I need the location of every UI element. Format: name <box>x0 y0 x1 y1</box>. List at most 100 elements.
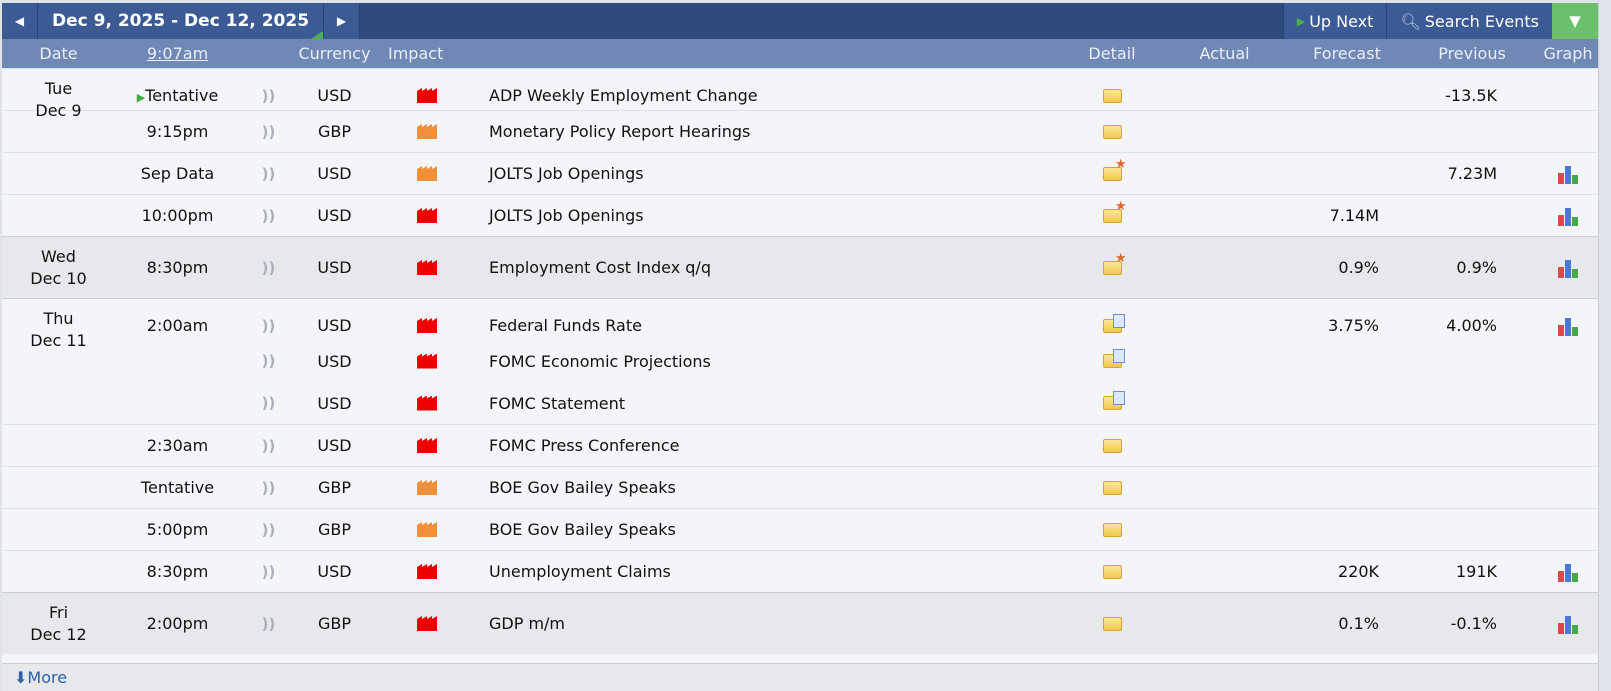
impact-high-icon[interactable] <box>372 88 482 103</box>
bar-chart-icon[interactable] <box>1537 164 1599 184</box>
sound-alert-icon[interactable]: )) <box>261 122 276 141</box>
prev-week-button[interactable]: ◀ <box>2 3 38 39</box>
day-name: Thu <box>43 309 74 328</box>
table-row[interactable]: 8:30pm)) USD Unemployment Claims 220K 191K <box>2 550 1598 592</box>
date-cell <box>2 509 115 550</box>
impact-high-icon[interactable] <box>372 318 482 333</box>
detail-folder-icon[interactable] <box>1062 616 1162 631</box>
detail-folder-icon[interactable] <box>1062 480 1162 495</box>
time-cell: 2:30am <box>115 436 240 455</box>
impact-medium-icon[interactable] <box>372 124 482 139</box>
event-title[interactable]: JOLTS Job Openings <box>489 164 644 183</box>
sound-alert-icon[interactable]: )) <box>261 614 276 633</box>
filter-button[interactable]: ▼ <box>1552 3 1598 39</box>
event-title[interactable]: FOMC Statement <box>489 393 626 413</box>
table-row[interactable]: Thu Dec 11 2:00am)) USD Federal Funds Rate 3.… <box>2 298 1599 350</box>
sound-alert-icon[interactable]: )) <box>261 394 276 412</box>
time: 8:30pm <box>146 562 209 581</box>
detail-folder-icon[interactable] <box>1062 124 1162 139</box>
impact-high-icon[interactable] <box>372 616 482 631</box>
impact-medium-icon[interactable] <box>372 480 482 495</box>
impact-high-icon[interactable] <box>372 353 482 369</box>
table-row[interactable]: 9:15pm)) GBP Monetary Policy Report Hearin… <box>2 110 1598 152</box>
graph-cell <box>1537 258 1599 278</box>
impact-high-icon[interactable] <box>372 208 482 223</box>
event-title[interactable]: FOMC Economic Projections <box>489 351 711 371</box>
triangle-left-icon: ◀ <box>14 14 25 28</box>
graph-cell <box>1537 164 1599 184</box>
sound-alert-icon[interactable]: )) <box>261 562 276 581</box>
sound-alert-icon[interactable]: )) <box>261 352 276 370</box>
event-title[interactable]: BOE Gov Bailey Speaks <box>489 478 676 497</box>
detail-folder-doc-icon[interactable] <box>1062 313 1162 333</box>
previous-value: -0.1% <box>1450 614 1497 633</box>
table-row[interactable]: Wed Dec 10 8:30pm)) USD Employment Cost Inde… <box>2 236 1598 298</box>
impact-high-icon[interactable] <box>372 395 482 411</box>
date-range[interactable]: Dec 9, 2025 - Dec 12, 2025 <box>38 3 325 39</box>
event-title[interactable]: GDP m/m <box>489 614 566 633</box>
up-next-button[interactable]: ▶ Up Next <box>1282 3 1387 39</box>
bar-chart-icon[interactable] <box>1537 562 1599 582</box>
sound-alert-icon[interactable]: )) <box>261 520 276 539</box>
table-row[interactable]: Sep Data)) USD JOLTS Job Openings 7.23M <box>2 152 1598 194</box>
detail-folder-star-icon[interactable] <box>1062 199 1162 223</box>
table-row[interactable]: Fri Dec 12 2:00pm)) GBP GDP m/m 0.1% -0.1% <box>2 592 1598 654</box>
day-date: Dec 11 <box>30 331 87 350</box>
event-title[interactable]: ADP Weekly Employment Change <box>489 86 758 105</box>
event-title[interactable]: FOMC Press Conference <box>489 436 680 455</box>
bar-chart-icon[interactable] <box>1537 316 1599 336</box>
detail-folder-icon[interactable] <box>1062 522 1162 537</box>
forecast-value: 0.9% <box>1338 258 1379 277</box>
time: Tentative <box>145 86 219 105</box>
impact-high-icon[interactable] <box>372 260 482 275</box>
sound-alert-icon[interactable]: )) <box>261 316 276 335</box>
next-week-button[interactable]: ▶ <box>324 3 361 39</box>
event-title[interactable]: Federal Funds Rate <box>489 316 642 335</box>
forecast-value: 220K <box>1337 562 1379 581</box>
sound-alert-icon[interactable]: )) <box>261 86 276 105</box>
currency: USD <box>317 86 352 105</box>
sound-alert-icon[interactable]: )) <box>261 164 276 183</box>
table-row[interactable]: 10:00pm)) USD JOLTS Job Openings 7.14M <box>2 194 1598 236</box>
bar-chart-icon[interactable] <box>1537 258 1599 278</box>
impact-medium-icon[interactable] <box>372 166 482 181</box>
detail-folder-doc-icon[interactable] <box>1062 391 1162 410</box>
time-cell: 2:00am <box>115 316 240 335</box>
impact-high-icon[interactable] <box>372 564 482 579</box>
table-row[interactable]: 2:30am)) USD FOMC Press Conference <box>2 424 1598 466</box>
sound-alert-icon[interactable]: )) <box>261 206 276 225</box>
impact-medium-icon[interactable] <box>372 522 482 537</box>
table-row[interactable]: )) USD FOMC Economic Projections <box>2 340 1598 382</box>
event-title[interactable]: Monetary Policy Report Hearings <box>489 122 751 141</box>
time: Sep Data <box>140 164 215 183</box>
bar-chart-icon[interactable] <box>1537 206 1599 226</box>
event-title[interactable]: Employment Cost Index q/q <box>489 258 711 277</box>
event-title[interactable]: JOLTS Job Openings <box>489 206 644 225</box>
table-row[interactable]: Tue Dec 9 ▶Tentative)) USD ADP Weekly Employ… <box>2 68 1598 120</box>
detail-folder-icon[interactable] <box>1062 564 1162 579</box>
detail-folder-star-icon[interactable] <box>1062 251 1162 275</box>
time-cell: Sep Data <box>115 164 240 183</box>
sound-alert-icon[interactable]: )) <box>261 258 276 277</box>
previous-value: 7.23M <box>1447 164 1497 183</box>
currency: USD <box>317 206 352 225</box>
sound-alert-icon[interactable]: )) <box>261 478 276 497</box>
table-row[interactable]: Tentative)) GBP BOE Gov Bailey Speaks <box>2 466 1598 508</box>
date-cell <box>2 467 115 508</box>
search-events-button[interactable]: 🔍︎ Search Events <box>1386 3 1552 39</box>
col-time[interactable]: 9:07am <box>146 44 209 63</box>
more-link[interactable]: ⬇ More <box>2 663 1598 691</box>
bar-chart-icon[interactable] <box>1537 614 1599 634</box>
detail-folder-star-icon[interactable] <box>1062 157 1162 181</box>
table-row[interactable]: )) USD FOMC Statement <box>2 382 1598 424</box>
impact-high-icon[interactable] <box>372 438 482 453</box>
detail-folder-icon[interactable] <box>1062 88 1162 103</box>
date-cell <box>2 425 115 466</box>
detail-folder-icon[interactable] <box>1062 438 1162 453</box>
sound-alert-icon[interactable]: )) <box>261 436 276 455</box>
event-title[interactable]: BOE Gov Bailey Speaks <box>489 520 676 539</box>
col-graph: Graph <box>1543 44 1593 63</box>
detail-folder-doc-icon[interactable] <box>1062 349 1162 368</box>
table-row[interactable]: 5:00pm)) GBP BOE Gov Bailey Speaks <box>2 508 1598 550</box>
event-title[interactable]: Unemployment Claims <box>489 562 671 581</box>
